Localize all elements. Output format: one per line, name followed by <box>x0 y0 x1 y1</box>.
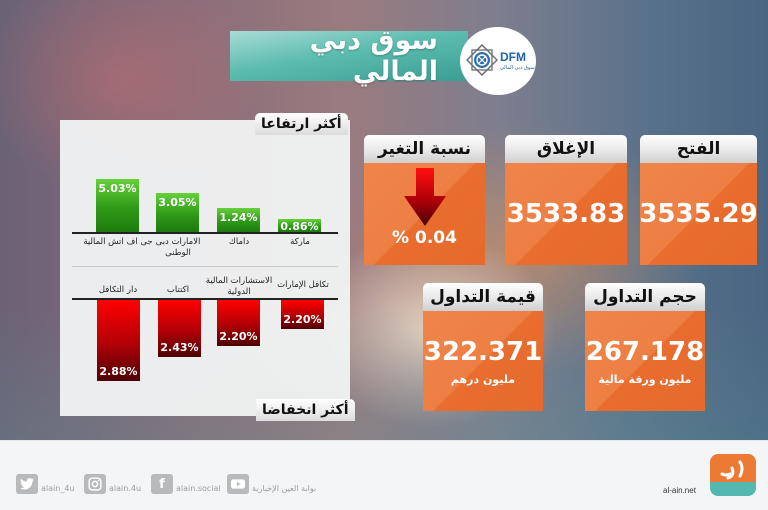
volume-label: حجم التداول <box>585 283 705 311</box>
gainer-bar-4: 0.86% <box>278 219 321 233</box>
change-card-body: % 0.04 <box>364 163 485 265</box>
loser-label-4: تكافل الإمارات <box>277 280 329 290</box>
open-label: الفتح <box>640 135 757 163</box>
gainer-value-1: 5.03% <box>98 182 137 195</box>
twitter-icon <box>16 474 38 494</box>
loser-label-2: اكتتاب <box>166 285 190 295</box>
gainer-value-3: 1.24% <box>219 211 258 224</box>
volume-value: 267.178 <box>585 336 705 367</box>
loser-label-3: الاستشارات المالية الدولية <box>205 276 273 297</box>
arrow-down-icon <box>403 168 446 226</box>
turnover-card: قيمة التداول 322.371 مليون درهم <box>423 283 543 411</box>
social-youtube[interactable]: بوابة العين الإخبارية <box>227 474 316 494</box>
social-instagram[interactable]: alain.4u <box>84 474 141 494</box>
gainer-label-2: الامارات دبى الوطنى <box>155 237 201 258</box>
turnover-card-body: 322.371 مليون درهم <box>423 311 543 411</box>
gainer-bar-1: 5.03% <box>96 179 139 232</box>
open-card: الفتح 3535.29 <box>639 135 758 265</box>
dfm-logo-icon <box>466 44 498 76</box>
loser-value-4: 2.20% <box>283 313 322 326</box>
youtube-icon <box>227 474 249 494</box>
volume-card-body: 267.178 مليون ورقة مالية <box>585 311 705 411</box>
turnover-unit: مليون درهم <box>450 372 516 386</box>
loser-bar-1: 2.88% <box>97 300 140 381</box>
open-value: 3535.29 <box>639 199 758 229</box>
site-url[interactable]: al-ain.net <box>663 486 696 495</box>
youtube-handle: بوابة العين الإخبارية <box>252 483 317 493</box>
page-title: سوق دبي المالي <box>309 25 438 87</box>
instagram-handle: alain.4u <box>109 483 142 493</box>
loser-bar-2: 2.43% <box>158 300 201 357</box>
change-card: نسبة التغير % 0.04 <box>364 135 485 265</box>
close-card: الإغلاق 3533.83 <box>505 135 627 265</box>
social-twitter[interactable]: alain_4u <box>16 474 74 494</box>
twitter-handle: alain_4u <box>41 483 75 493</box>
loser-value-2: 2.43% <box>160 341 199 354</box>
loser-bar-3: 2.20% <box>217 300 260 346</box>
volume-unit: مليون ورقة مالية <box>598 372 692 386</box>
close-value: 3533.83 <box>506 199 626 229</box>
footer <box>0 440 768 510</box>
close-label: الإغلاق <box>505 135 627 163</box>
loser-bar-4: 2.20% <box>281 300 324 329</box>
losers-axis <box>72 298 338 300</box>
close-card-body: 3533.83 <box>505 163 627 265</box>
gainer-label-1: جى اف اتش المالية <box>83 237 153 247</box>
gainer-value-2: 3.05% <box>158 196 197 209</box>
dfm-logo-subtitle: سوق دبي المالي <box>500 65 535 71</box>
turnover-label: قيمة التداول <box>423 283 543 311</box>
gainer-label-3: داماك <box>228 237 250 247</box>
title-banner: سوق دبي المالي <box>230 25 468 87</box>
dfm-logo-text: DFM <box>500 50 526 64</box>
loser-value-3: 2.20% <box>219 330 258 343</box>
alain-logo <box>710 454 756 496</box>
open-card-body: 3535.29 <box>639 163 758 265</box>
loser-label-1: دار التكافل <box>98 285 138 295</box>
instagram-icon <box>84 474 106 494</box>
change-label: نسبة التغير <box>364 135 485 163</box>
change-value: % 0.04 <box>392 228 457 248</box>
social-facebook[interactable]: f alain.social <box>151 474 221 494</box>
volume-card: حجم التداول 267.178 مليون ورقة مالية <box>585 283 705 411</box>
chart-divider <box>72 266 338 267</box>
loser-value-1: 2.88% <box>99 365 138 378</box>
gainers-axis <box>72 232 338 234</box>
facebook-icon: f <box>151 474 173 494</box>
gainer-value-4: 0.86% <box>280 220 319 233</box>
gainer-bar-3: 1.24% <box>217 208 260 232</box>
turnover-value: 322.371 <box>423 336 543 367</box>
dfm-logo: DFM سوق دبي المالي <box>460 27 536 95</box>
gainer-label-4: ماركة <box>290 237 310 247</box>
top-gainers-title: أكثر ارتفاعا <box>255 113 348 135</box>
gainer-bar-2: 3.05% <box>156 193 199 232</box>
top-losers-title: أكثر انخفاضا <box>256 399 355 421</box>
facebook-handle: alain.social <box>176 483 221 493</box>
